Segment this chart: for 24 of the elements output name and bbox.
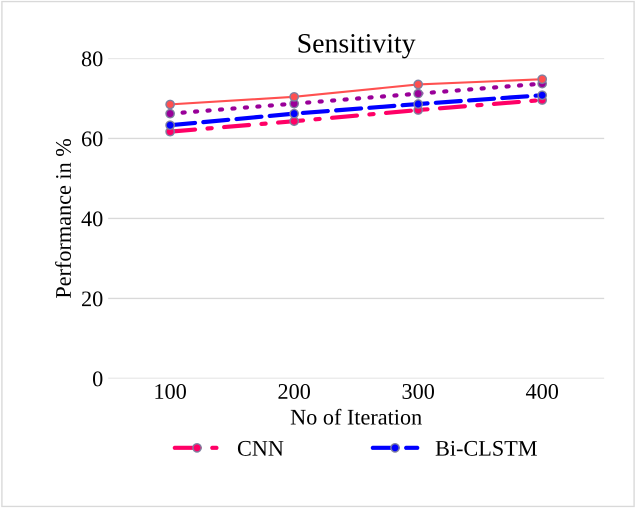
y-tick-label: 40 xyxy=(81,211,102,226)
point xyxy=(413,80,424,90)
point xyxy=(413,88,424,98)
y-axis-title: Performance in % xyxy=(55,138,72,298)
legend-label: CNN xyxy=(238,440,284,456)
x-tick-label: 300 xyxy=(402,384,434,399)
point xyxy=(289,108,300,118)
point xyxy=(413,99,424,109)
x-tick-label: 400 xyxy=(526,384,558,399)
y-tick-label: 60 xyxy=(82,131,102,146)
y-tick-label: 20 xyxy=(82,291,102,306)
x-tick-label: 100 xyxy=(155,384,186,399)
chart-title: Sensitivity xyxy=(298,34,416,58)
y-tick-label: 0 xyxy=(92,371,102,386)
x-axis-title: No of Iteration xyxy=(290,408,422,425)
legend-label: Bi-CLSTM xyxy=(436,440,537,456)
x-tick-label: 200 xyxy=(278,384,310,399)
point xyxy=(165,108,175,118)
point xyxy=(165,120,175,130)
y-tick-label: 80 xyxy=(82,51,102,66)
point xyxy=(537,90,548,100)
point xyxy=(289,92,300,102)
point xyxy=(537,74,548,84)
point xyxy=(165,100,175,110)
